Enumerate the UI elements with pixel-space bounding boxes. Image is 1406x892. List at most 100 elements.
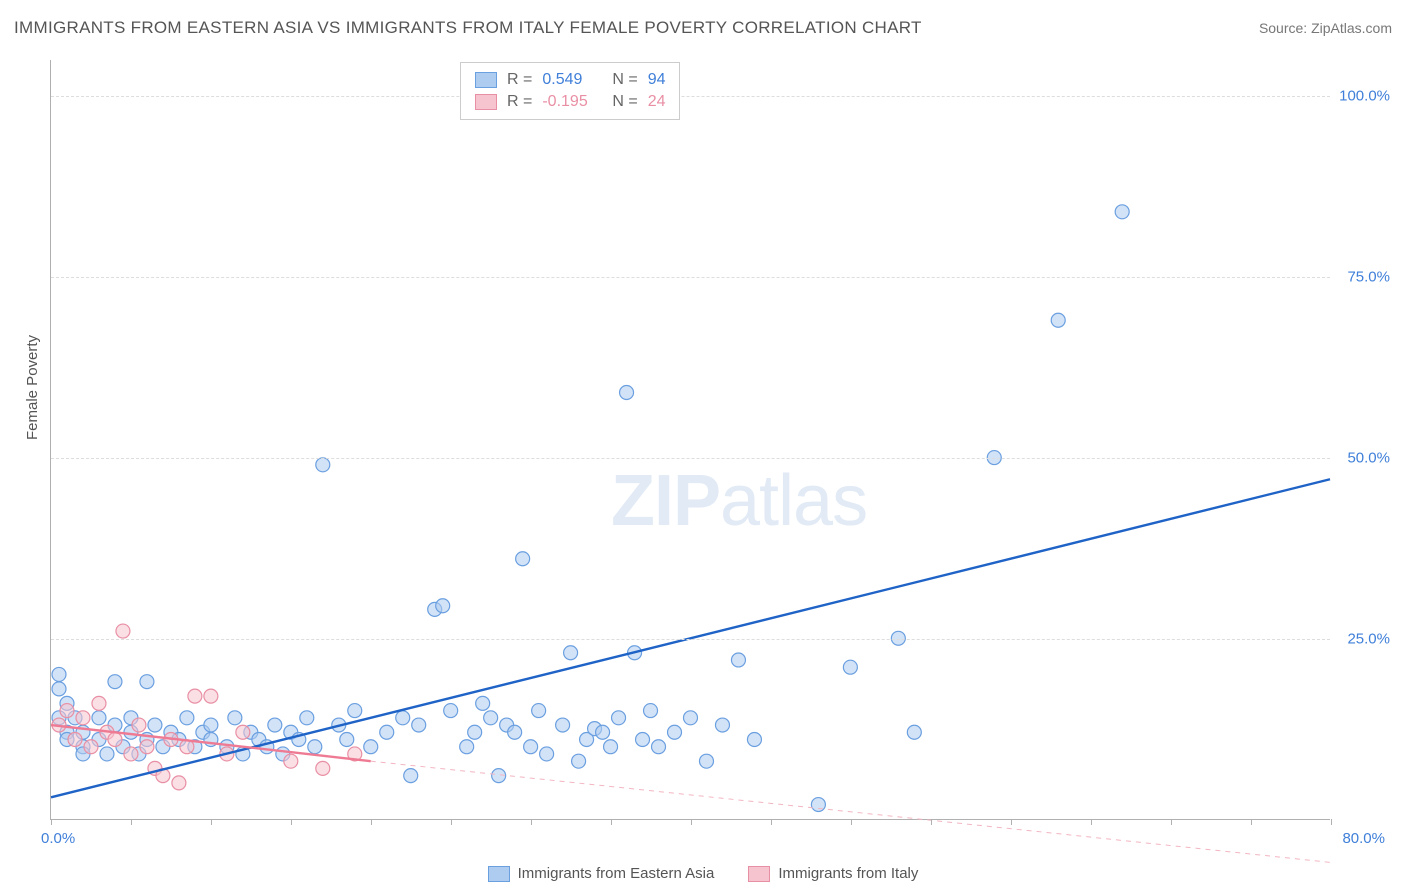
scatter-point <box>348 704 362 718</box>
scatter-point <box>316 458 330 472</box>
x-origin-label: 0.0% <box>41 830 75 847</box>
legend-label: Immigrants from Eastern Asia <box>518 865 715 882</box>
scatter-point <box>52 667 66 681</box>
scatter-point <box>715 718 729 732</box>
scatter-point <box>108 675 122 689</box>
scatter-point <box>636 732 650 746</box>
scatter-point <box>124 747 138 761</box>
x-tick <box>851 819 852 825</box>
legend-item: Immigrants from Eastern Asia <box>488 865 715 882</box>
legend-swatch <box>748 866 770 882</box>
x-tick <box>51 819 52 825</box>
x-max-label: 80.0% <box>1342 830 1385 847</box>
r-label: R = <box>507 71 532 89</box>
scatter-point <box>364 740 378 754</box>
scatter-point <box>524 740 538 754</box>
scatter-point <box>596 725 610 739</box>
legend-stats: R =0.549N =94R =-0.195N =24 <box>460 62 680 120</box>
scatter-point <box>180 711 194 725</box>
x-tick <box>931 819 932 825</box>
gridline <box>51 639 1330 640</box>
x-tick <box>771 819 772 825</box>
n-value: 94 <box>648 71 666 89</box>
scatter-point <box>412 718 426 732</box>
scatter-point <box>907 725 921 739</box>
scatter-point <box>1051 313 1065 327</box>
scatter-point <box>188 689 202 703</box>
scatter-point <box>396 711 410 725</box>
y-tick-label: 25.0% <box>1347 631 1390 648</box>
gridline <box>51 96 1330 97</box>
scatter-point <box>268 718 282 732</box>
scatter-point <box>228 711 242 725</box>
x-tick <box>451 819 452 825</box>
scatter-point <box>572 754 586 768</box>
scatter-point <box>444 704 458 718</box>
plot-area: ZIPatlas 25.0%50.0%75.0%100.0%0.0%80.0% <box>50 60 1330 820</box>
x-tick <box>211 819 212 825</box>
n-label: N = <box>612 71 637 89</box>
x-tick <box>1091 819 1092 825</box>
plot-svg <box>51 60 1330 819</box>
scatter-point <box>84 740 98 754</box>
legend-swatch <box>475 94 497 110</box>
scatter-point <box>476 696 490 710</box>
trend-line-pink-dashed <box>371 761 1330 862</box>
scatter-point <box>52 682 66 696</box>
x-tick <box>531 819 532 825</box>
scatter-point <box>604 740 618 754</box>
scatter-point <box>92 696 106 710</box>
scatter-point <box>468 725 482 739</box>
legend-swatch <box>488 866 510 882</box>
scatter-point <box>76 711 90 725</box>
scatter-point <box>652 740 666 754</box>
scatter-point <box>116 624 130 638</box>
scatter-point <box>172 776 186 790</box>
scatter-point <box>404 769 418 783</box>
scatter-point <box>564 646 578 660</box>
gridline <box>51 458 1330 459</box>
title-bar: IMMIGRANTS FROM EASTERN ASIA VS IMMIGRAN… <box>14 18 1392 38</box>
x-tick <box>371 819 372 825</box>
chart-title: IMMIGRANTS FROM EASTERN ASIA VS IMMIGRAN… <box>14 18 922 38</box>
legend-bottom: Immigrants from Eastern AsiaImmigrants f… <box>0 865 1406 882</box>
scatter-point <box>843 660 857 674</box>
y-tick-label: 50.0% <box>1347 450 1390 467</box>
scatter-point <box>308 740 322 754</box>
scatter-point <box>540 747 554 761</box>
scatter-point <box>316 761 330 775</box>
scatter-point <box>811 798 825 812</box>
source-label: Source: ZipAtlas.com <box>1259 20 1392 36</box>
scatter-point <box>612 711 626 725</box>
y-axis-title: Female Poverty <box>24 335 41 440</box>
scatter-point <box>148 718 162 732</box>
scatter-point <box>140 740 154 754</box>
scatter-point <box>620 386 634 400</box>
scatter-point <box>140 675 154 689</box>
scatter-point <box>100 747 114 761</box>
x-tick <box>691 819 692 825</box>
x-tick <box>611 819 612 825</box>
scatter-point <box>731 653 745 667</box>
scatter-point <box>108 732 122 746</box>
scatter-point <box>132 718 146 732</box>
n-value: 24 <box>648 93 666 111</box>
x-tick <box>1171 819 1172 825</box>
r-value: -0.195 <box>542 93 602 111</box>
scatter-point <box>236 725 250 739</box>
scatter-point <box>68 732 82 746</box>
scatter-point <box>380 725 394 739</box>
scatter-point <box>204 718 218 732</box>
r-label: R = <box>507 93 532 111</box>
x-tick <box>1331 819 1332 825</box>
scatter-point <box>516 552 530 566</box>
scatter-point <box>204 689 218 703</box>
scatter-point <box>556 718 570 732</box>
gridline <box>51 277 1330 278</box>
scatter-point <box>532 704 546 718</box>
x-tick <box>131 819 132 825</box>
scatter-point <box>284 754 298 768</box>
scatter-point <box>300 711 314 725</box>
scatter-point <box>484 711 498 725</box>
legend-swatch <box>475 72 497 88</box>
